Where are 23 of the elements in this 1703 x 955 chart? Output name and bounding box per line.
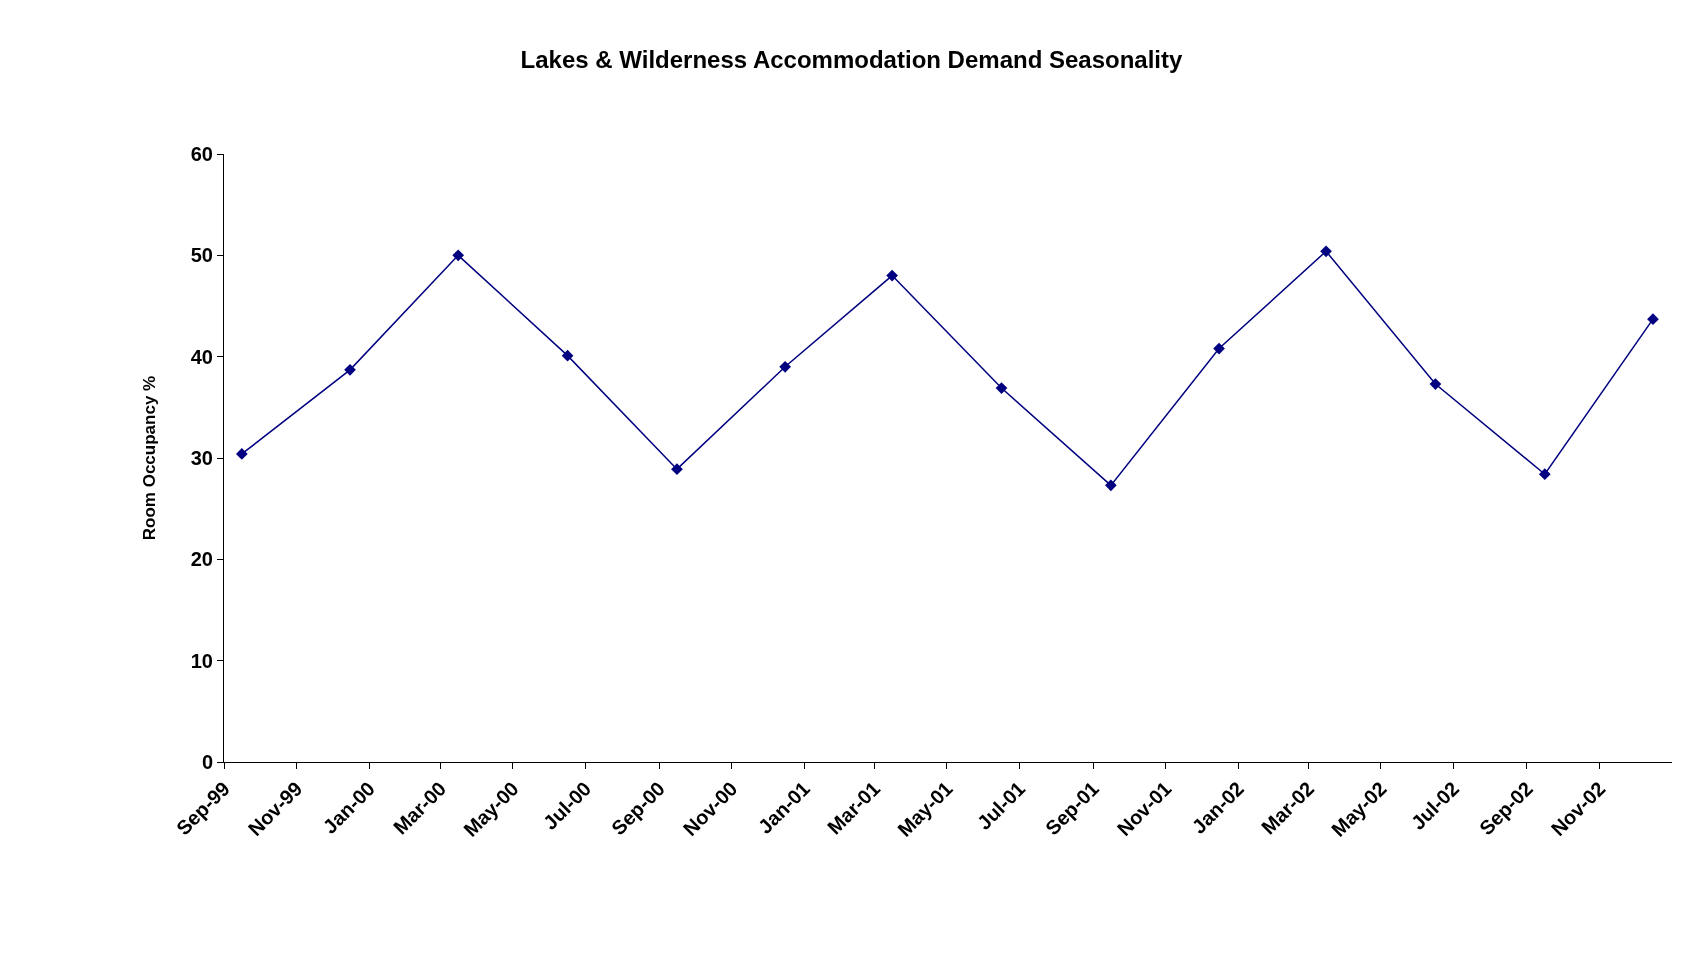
point — [235, 448, 248, 460]
y-tick-label: 10 — [190, 649, 213, 672]
point — [886, 269, 898, 282]
y-tick-label: 0 — [201, 751, 213, 773]
point — [344, 363, 356, 376]
y-tick-label: 30 — [190, 447, 213, 469]
y-tick-label: 50 — [190, 244, 213, 267]
point — [561, 349, 574, 362]
point — [1538, 468, 1551, 481]
point — [995, 382, 1008, 394]
point — [452, 249, 465, 262]
point — [1213, 342, 1225, 355]
point — [1105, 479, 1117, 492]
y-tick-label: 20 — [190, 548, 213, 571]
chart-title: Lakes & Wilderness Accommodation Demand Seasonality — [520, 46, 1184, 74]
point — [1429, 378, 1442, 390]
point — [1320, 245, 1332, 258]
y-tick-label: 40 — [190, 345, 213, 368]
point — [779, 360, 791, 373]
y-tick-label: 60 — [190, 143, 213, 165]
point — [671, 463, 683, 475]
y-axis-title: Room Occupancy % — [140, 375, 160, 541]
point — [1647, 313, 1659, 326]
